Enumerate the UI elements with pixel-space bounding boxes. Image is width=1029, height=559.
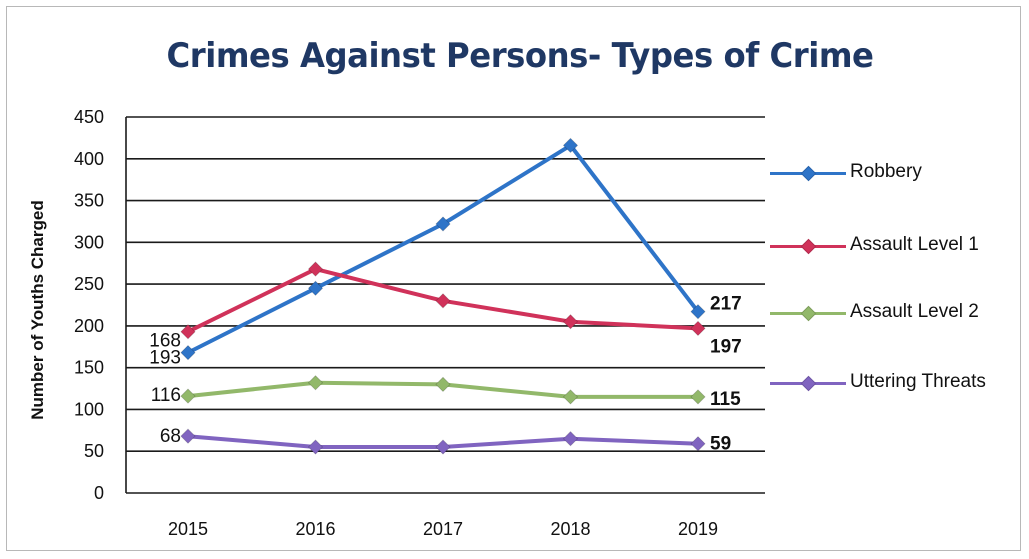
data-point-marker [690, 304, 706, 320]
y-tick-label: 350 [74, 191, 104, 211]
data-point-marker [690, 320, 706, 337]
legend-marker [800, 238, 817, 255]
data-point-marker [180, 324, 196, 340]
x-tick-label: 2015 [168, 519, 208, 539]
data-point-marker [562, 137, 579, 154]
legend-label: Assault Level 1 [850, 234, 979, 255]
legend-label: Robbery [850, 161, 922, 182]
chart-title: Crimes Against Persons- Types of Crime [166, 36, 874, 76]
y-tick-label: 200 [74, 316, 104, 336]
y-tick-label: 50 [84, 441, 104, 461]
data-point-marker [690, 436, 706, 452]
y-tick-label: 0 [94, 483, 104, 503]
data-point-marker [562, 314, 579, 330]
data-point-marker [307, 280, 324, 296]
gridlines [126, 116, 765, 453]
data-label: 217 [710, 294, 742, 315]
data-label: 115 [710, 389, 741, 410]
data-point-marker [562, 431, 579, 447]
legend-label: Assault Level 2 [850, 301, 979, 322]
data-point-marker [435, 376, 451, 393]
data-point-marker [307, 375, 324, 391]
legend-label: Uttering Threats [850, 371, 986, 392]
data-point-marker [307, 261, 324, 277]
data-point-marker [435, 293, 451, 309]
y-tick-label: 300 [74, 232, 104, 252]
data-point-marker [435, 439, 451, 455]
data-label: 68 [160, 426, 181, 447]
data-point-marker [562, 389, 579, 405]
legend-item: Assault Level 1 [770, 231, 1020, 259]
legend-item: Uttering Threats [770, 368, 1020, 396]
x-tick-label: 2018 [550, 519, 590, 539]
x-tick-label: 2019 [678, 519, 718, 539]
y-tick-label: 250 [74, 274, 104, 294]
legend-item: Assault Level 2 [770, 298, 1020, 326]
data-label: 197 [710, 336, 742, 357]
data-label: 116 [151, 385, 181, 406]
x-tick-label: 2016 [295, 519, 335, 539]
data-label: 193 [149, 348, 181, 369]
series-lines [180, 137, 706, 455]
legend-marker [800, 305, 817, 322]
legend-marker [800, 165, 817, 182]
series-line [186, 143, 700, 355]
y-tick-label: 100 [74, 399, 104, 419]
legend-marker [800, 375, 817, 392]
data-point-marker [180, 428, 196, 444]
data-point-marker [307, 439, 324, 455]
data-label: 59 [710, 434, 731, 455]
data-label: 168 [149, 331, 181, 352]
data-point-marker [435, 216, 451, 232]
legend-item: Robbery [770, 158, 1020, 186]
y-tick-label: 400 [74, 149, 104, 169]
data-point-marker [180, 388, 196, 404]
data-point-marker [690, 389, 706, 405]
x-tick-label: 2017 [423, 519, 463, 539]
y-tick-label: 450 [74, 107, 104, 127]
data-point-marker [180, 344, 196, 361]
y-tick-label: 150 [74, 358, 104, 378]
chart-frame [6, 6, 1021, 551]
axes: 0 50 100 150 200 250 300 350 400 450 2015 2016 2017 2… [74, 107, 765, 539]
